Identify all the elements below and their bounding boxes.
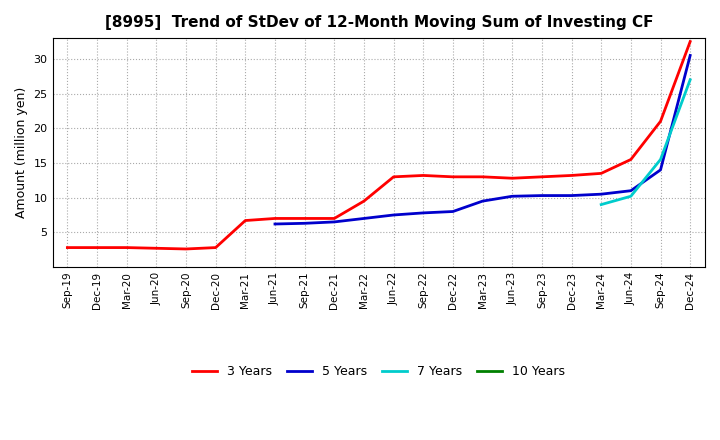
- 5 Years: [419, 210, 428, 216]
- 3 Years: [538, 174, 546, 180]
- 5 Years: [656, 167, 665, 172]
- Title: [8995]  Trend of StDev of 12-Month Moving Sum of Investing CF: [8995] Trend of StDev of 12-Month Moving…: [104, 15, 653, 30]
- Line: 3 Years: 3 Years: [68, 41, 690, 249]
- 5 Years: [567, 193, 576, 198]
- 5 Years: [597, 191, 606, 197]
- 3 Years: [212, 245, 220, 250]
- 3 Years: [508, 176, 516, 181]
- 3 Years: [241, 218, 250, 223]
- 3 Years: [181, 246, 190, 252]
- 5 Years: [538, 193, 546, 198]
- 3 Years: [359, 198, 368, 204]
- 3 Years: [122, 245, 131, 250]
- Line: 7 Years: 7 Years: [601, 80, 690, 205]
- 3 Years: [597, 171, 606, 176]
- 3 Years: [656, 119, 665, 124]
- 5 Years: [330, 219, 338, 224]
- 3 Years: [449, 174, 457, 180]
- 5 Years: [508, 194, 516, 199]
- 5 Years: [300, 221, 309, 226]
- Legend: 3 Years, 5 Years, 7 Years, 10 Years: 3 Years, 5 Years, 7 Years, 10 Years: [187, 360, 570, 383]
- 3 Years: [478, 174, 487, 180]
- 7 Years: [686, 77, 695, 82]
- 7 Years: [597, 202, 606, 207]
- 5 Years: [478, 198, 487, 204]
- 5 Years: [271, 221, 279, 227]
- 3 Years: [63, 245, 72, 250]
- 3 Years: [419, 173, 428, 178]
- 3 Years: [330, 216, 338, 221]
- 3 Years: [300, 216, 309, 221]
- 5 Years: [686, 53, 695, 58]
- 3 Years: [686, 39, 695, 44]
- 3 Years: [93, 245, 102, 250]
- 3 Years: [390, 174, 398, 180]
- 7 Years: [656, 157, 665, 162]
- Y-axis label: Amount (million yen): Amount (million yen): [15, 87, 28, 218]
- 5 Years: [390, 213, 398, 218]
- Line: 5 Years: 5 Years: [275, 55, 690, 224]
- 3 Years: [271, 216, 279, 221]
- 3 Years: [626, 157, 635, 162]
- 3 Years: [567, 173, 576, 178]
- 7 Years: [626, 194, 635, 199]
- 5 Years: [626, 188, 635, 193]
- 5 Years: [449, 209, 457, 214]
- 5 Years: [359, 216, 368, 221]
- 3 Years: [152, 246, 161, 251]
